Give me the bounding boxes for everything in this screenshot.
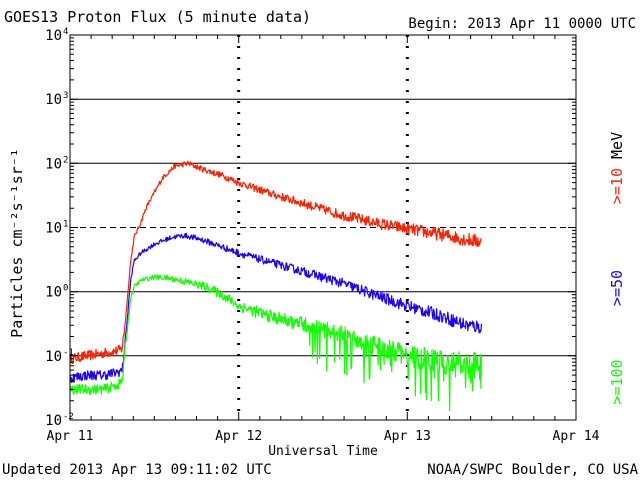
- y-tick-label: 10 2: [45, 155, 68, 172]
- x-axis-label: Universal Time: [268, 444, 378, 459]
- chart-title: GOES13 Proton Flux (5 minute data): [4, 8, 311, 26]
- y-tick-base: 10: [45, 221, 62, 237]
- y-tick-base: 10: [45, 92, 62, 108]
- day-markers: [237, 35, 409, 420]
- begin-date: Begin: 2013 Apr 11 0000 UTC: [408, 16, 636, 32]
- y-tick-base: 10: [45, 285, 62, 301]
- y-tick-exponent: 3: [63, 91, 68, 101]
- y-tick-label: 10 3: [45, 91, 68, 108]
- source-credit: NOAA/SWPC Boulder, CO USA: [427, 462, 638, 478]
- legend-label: >=100: [608, 359, 626, 404]
- y-tick-base: 10: [45, 28, 62, 44]
- gridlines: [70, 98, 576, 357]
- legend-entry: >=10 MeV: [608, 132, 626, 204]
- y-tick-label: 10 -1: [45, 348, 74, 365]
- y-tick-label: 10 -2: [45, 412, 74, 429]
- series-line: [69, 232, 483, 384]
- updated-timestamp: Updated 2013 Apr 13 09:11:02 UTC: [2, 462, 272, 478]
- y-tick-exponent: 4: [63, 27, 68, 37]
- series-layer: [69, 160, 483, 412]
- y-tick-exponent: 1: [63, 220, 68, 230]
- legend-entry: >=50: [608, 270, 626, 306]
- y-tick-base: 10: [45, 413, 62, 429]
- y-tick-exponent: -2: [63, 412, 74, 422]
- legend: >=10 MeV >=50 >=100: [608, 132, 626, 405]
- x-tick-label: Apr 13: [384, 429, 431, 444]
- axis-ticks: [69, 35, 577, 421]
- y-axis-label: Particles cm⁻²s⁻¹sr⁻¹: [8, 148, 26, 338]
- x-tick-labels: Apr 11 Apr 12 Apr 13 Apr 14: [47, 429, 600, 444]
- y-tick-exponent: -1: [63, 348, 74, 358]
- legend-unit: MeV: [608, 132, 626, 168]
- legend-entry: >=100: [608, 359, 626, 404]
- legend-label: >=10: [608, 168, 626, 204]
- x-tick-label: Apr 14: [553, 429, 600, 444]
- y-tick-label: 10 1: [45, 220, 68, 237]
- x-tick-label: Apr 11: [47, 429, 94, 444]
- y-tick-base: 10: [45, 349, 62, 365]
- x-tick-label: Apr 12: [215, 429, 262, 444]
- y-tick-label: 10 0: [45, 284, 68, 301]
- series-line: [69, 274, 483, 412]
- y-tick-exponent: 0: [63, 284, 68, 294]
- y-tick-exponent: 2: [63, 155, 68, 165]
- series-line: [69, 160, 482, 364]
- tick-marks: [69, 35, 577, 421]
- legend-label: >=50: [608, 270, 626, 306]
- y-tick-base: 10: [45, 156, 62, 172]
- y-tick-label: 10 4: [45, 27, 68, 44]
